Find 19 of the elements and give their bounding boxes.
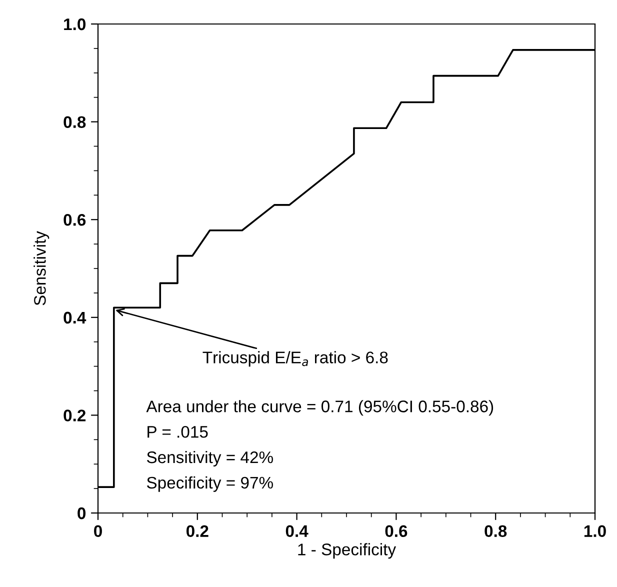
annotation: Area under the curve = 0.71 (95%CI 0.55-0.86) [146, 400, 494, 416]
y-tick-label: 1.0 [64, 18, 86, 30]
y-tick-label: 0.4 [64, 312, 86, 324]
x-tick-label: 0.4 [286, 525, 308, 538]
annotation: Specificity = 97% [146, 476, 273, 492]
x-tick-label: 1.0 [584, 525, 606, 538]
y-tick-label: 0.6 [64, 214, 86, 226]
y-tick-label: 0 [78, 507, 86, 520]
x-axis-title: 1 - Specificity [298, 543, 396, 559]
x-tick-label: 0.8 [484, 525, 507, 538]
x-tick-label: 0.6 [385, 525, 408, 538]
annotation: Sensitivity = 42% [146, 450, 273, 466]
annotation: Tricuspid E/E$_{a}$ ratio > 6.8 [202, 351, 388, 367]
x-tick-label: 0 [94, 525, 102, 538]
y-tick-label: 0.2 [64, 410, 86, 422]
y-axis-title: Sensitivity [34, 231, 50, 306]
annotation: P = .015 [148, 426, 208, 438]
y-tick-label: 0.8 [64, 116, 86, 128]
x-tick-label: 0.2 [186, 525, 208, 538]
